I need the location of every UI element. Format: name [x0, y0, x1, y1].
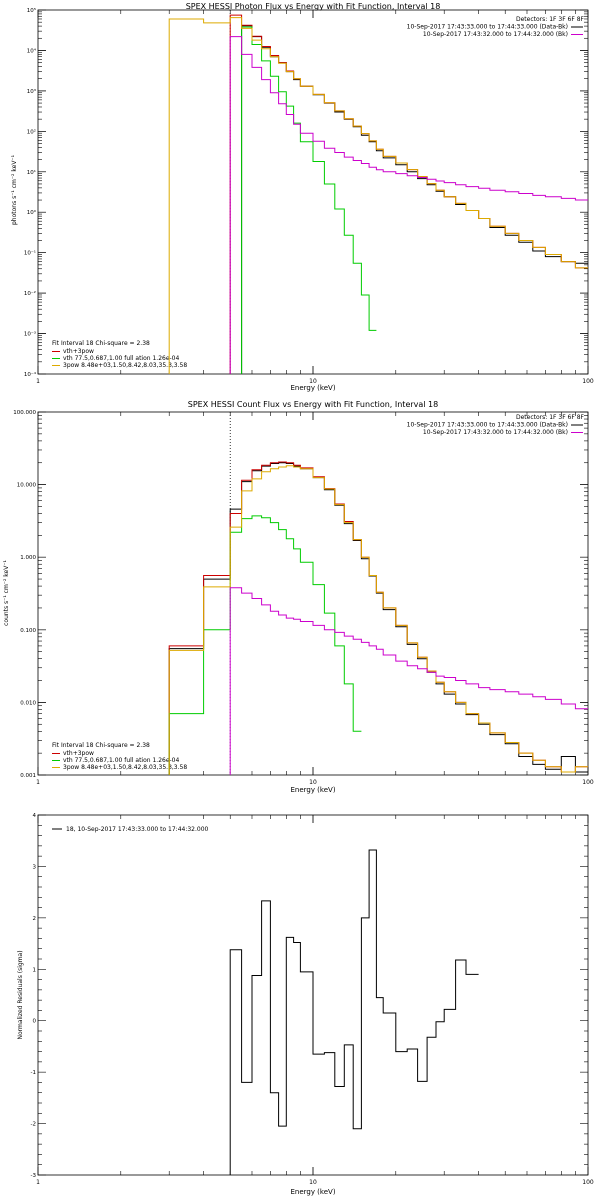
y-axis-label: photons s⁻¹ cm⁻² keV⁻¹	[11, 154, 18, 225]
series-vth-line	[168, 515, 362, 775]
y-tick-label: 10⁻¹	[24, 250, 36, 257]
y-tick-label: -2	[31, 1122, 36, 1128]
series-bk-line	[229, 36, 588, 374]
y-tick-label: 10⁰	[27, 209, 37, 216]
y-tick-label: 4	[33, 813, 37, 819]
y-tick-label: 0.100	[20, 628, 36, 634]
detectors-label: Detectors: 1F 3F 6F 8F	[516, 414, 585, 421]
series-vth-3pow-line	[229, 14, 588, 374]
series-residuals-line	[229, 849, 479, 1175]
y-tick-label: 3	[33, 864, 37, 870]
fit-legend-vth-text: vth 77.5,0.687,1.00 full ation 1.26e-04	[63, 355, 179, 362]
y-axis-label: Normalized Residuals (sigma)	[17, 950, 24, 1039]
legend-data-bk-text: 10-Sep-2017 17:43:33.000 to 17:44:33.000…	[407, 24, 568, 31]
fit-legend-title: Fit Interval 18 Chi-square = 2.38	[52, 742, 150, 749]
y-tick-label: 10³	[27, 88, 36, 95]
y-tick-label: -1	[31, 1070, 36, 1076]
y-tick-label: 10²	[27, 128, 36, 135]
series-bk-line	[229, 587, 588, 775]
y-tick-label: 10⁻²	[24, 290, 36, 297]
y-tick-label: 0	[33, 1019, 37, 1025]
legend-residual-text: 18, 10-Sep-2017 17:43:33.000 to 17:44:32…	[66, 826, 209, 833]
x-axis-label: Energy (keV)	[290, 1188, 335, 1196]
fit-legend-total-text: vth+3pow	[63, 348, 94, 355]
y-tick-label: 10¹	[27, 169, 36, 176]
x-tick-label: 10	[309, 378, 317, 385]
y-tick-label: 2	[33, 916, 37, 922]
fit-legend-vth-text: vth 77.5,0.687,1.00 full ation 1.26e-04	[63, 757, 179, 764]
y-tick-label: -3	[31, 1173, 37, 1179]
detectors-label: Detectors: 1F 3F 6F 8F	[516, 16, 585, 23]
x-axis-label: Energy (keV)	[290, 384, 335, 392]
x-tick-label: 1	[36, 378, 40, 385]
legend-bk-text: 10-Sep-2017 17:43:32.000 to 17:44:32.000…	[423, 429, 568, 436]
y-tick-label: 10.000	[17, 483, 37, 489]
x-tick-label: 100	[582, 779, 594, 786]
x-tick-label: 100	[582, 378, 594, 385]
x-tick-label: 1	[36, 1179, 40, 1186]
y-axis-label: counts s⁻¹ cm⁻² keV⁻¹	[3, 560, 10, 626]
x-tick-label: 10	[309, 1179, 317, 1186]
residuals-panel: 18, 10-Sep-2017 17:43:33.000 to 17:44:32…	[17, 813, 594, 1196]
y-tick-label: 10⁴	[27, 47, 37, 54]
y-tick-label: 0.001	[20, 773, 36, 779]
y-tick-label: 10⁻⁴	[24, 371, 37, 378]
x-tick-label: 1	[36, 779, 40, 786]
fit-legend-3pow-text: 3pow 8.48e+03,1.50,8.42,8.03,35.3,3.58	[63, 764, 187, 771]
y-tick-label: 10⁵	[27, 7, 36, 14]
series-3pow-line	[168, 465, 588, 775]
count-flux-panel: SPEX HESSI Count Flux vs Energy with Fit…	[3, 400, 594, 794]
fit-legend-title: Fit Interval 18 Chi-square = 2.38	[52, 340, 150, 347]
fit-legend-total-text: vth+3pow	[63, 750, 94, 757]
series-vth-line	[241, 26, 377, 374]
plot-frame	[37, 411, 589, 776]
y-tick-label: 10⁻³	[24, 331, 36, 338]
y-tick-label: 100.000	[13, 410, 36, 416]
x-tick-label: 10	[309, 779, 317, 786]
legend-bk-text: 10-Sep-2017 17:43:32.000 to 17:44:32.000…	[423, 31, 568, 38]
x-tick-label: 100	[582, 1179, 594, 1186]
series-3pow-line	[168, 17, 588, 374]
chart-title: SPEX HESSI Photon Flux vs Energy with Fi…	[186, 2, 441, 11]
legend-data-bk-text: 10-Sep-2017 17:43:33.000 to 17:44:33.000…	[407, 422, 568, 429]
y-tick-label: 1	[33, 967, 37, 973]
series-data-bk-line	[168, 462, 588, 775]
fit-legend-3pow-text: 3pow 8.48e+03,1.50,8.42,8.03,35.3,3.58	[63, 362, 187, 369]
x-axis-label: Energy (keV)	[290, 786, 335, 794]
y-tick-label: 0.010	[20, 700, 36, 706]
chart-title: SPEX HESSI Count Flux vs Energy with Fit…	[188, 400, 439, 409]
y-tick-label: 1.000	[20, 555, 36, 561]
photon-flux-panel: SPEX HESSI Photon Flux vs Energy with Fi…	[11, 2, 594, 392]
